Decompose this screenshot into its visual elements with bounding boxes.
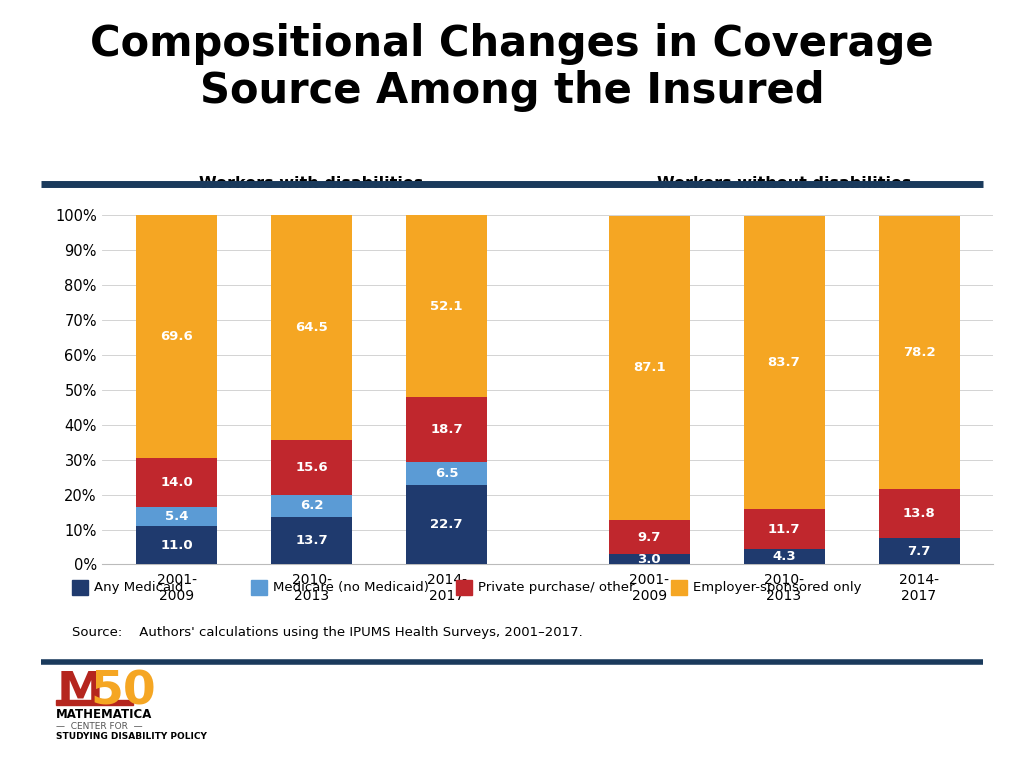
Text: MATHEMATICA: MATHEMATICA [56, 708, 153, 721]
Text: 52.1: 52.1 [430, 300, 463, 313]
Text: 64.5: 64.5 [295, 321, 328, 334]
Bar [407, 397, 487, 462]
Text: 18.7: 18.7 [430, 423, 463, 436]
Text: 87.1: 87.1 [633, 362, 666, 375]
Bar [879, 489, 959, 538]
Text: Medicare (no Medicaid): Medicare (no Medicaid) [273, 581, 429, 594]
Text: M: M [56, 670, 103, 715]
Text: STUDYING DISABILITY POLICY: STUDYING DISABILITY POLICY [56, 732, 207, 741]
Text: 14.0: 14.0 [161, 476, 193, 489]
Text: 9.7: 9.7 [637, 531, 660, 544]
Text: Any Medicaid: Any Medicaid [94, 581, 183, 594]
Bar [271, 215, 352, 440]
Bar [743, 216, 824, 508]
Text: 83.7: 83.7 [768, 356, 801, 369]
Text: 11.7: 11.7 [768, 522, 801, 535]
Text: 6.2: 6.2 [300, 499, 324, 512]
Bar [407, 485, 487, 564]
Bar [407, 215, 487, 397]
Bar [407, 462, 487, 485]
Bar [136, 215, 217, 458]
Bar [136, 507, 217, 526]
Text: 15.6: 15.6 [295, 462, 328, 474]
Text: 4.3: 4.3 [772, 551, 796, 564]
Bar [608, 520, 689, 554]
Text: 78.2: 78.2 [903, 346, 935, 359]
Bar [136, 526, 217, 564]
Text: Workers with disabilities: Workers with disabilities [200, 176, 424, 190]
Bar [271, 495, 352, 517]
Text: 11.0: 11.0 [161, 539, 193, 551]
Text: 7.7: 7.7 [907, 545, 931, 558]
Text: —  CENTER FOR  —: — CENTER FOR — [56, 722, 143, 731]
Text: 69.6: 69.6 [161, 330, 193, 343]
Text: 3.0: 3.0 [637, 553, 660, 566]
Text: 5.4: 5.4 [165, 510, 188, 523]
Text: 6.5: 6.5 [435, 467, 459, 480]
Text: Employer-sponsored only: Employer-sponsored only [693, 581, 862, 594]
Bar [608, 216, 689, 520]
Text: 13.8: 13.8 [903, 507, 935, 520]
Bar [271, 517, 352, 564]
Text: 13.7: 13.7 [295, 534, 328, 547]
Bar [879, 216, 959, 489]
Bar [743, 549, 824, 564]
Text: Compositional Changes in Coverage
Source Among the Insured: Compositional Changes in Coverage Source… [90, 23, 934, 112]
Bar [743, 508, 824, 549]
Bar [879, 538, 959, 564]
Bar [136, 458, 217, 507]
Text: Source:    Authors' calculations using the IPUMS Health Surveys, 2001–2017.: Source: Authors' calculations using the … [72, 626, 583, 639]
Text: 50: 50 [90, 670, 156, 715]
Text: Workers without disabilities: Workers without disabilities [656, 176, 911, 190]
Bar [608, 554, 689, 564]
Text: Private purchase/ other: Private purchase/ other [478, 581, 635, 594]
Bar [271, 440, 352, 495]
Text: 22.7: 22.7 [430, 518, 463, 531]
